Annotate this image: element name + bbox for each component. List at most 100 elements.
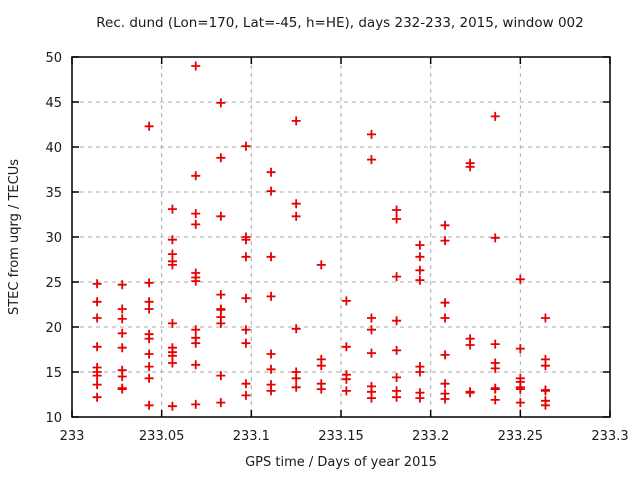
data-point-marker — [341, 386, 351, 396]
data-point-marker — [92, 371, 102, 381]
data-point-marker — [341, 296, 351, 306]
data-point-marker — [291, 116, 301, 126]
data-point-marker — [117, 328, 127, 338]
data-point-marker — [316, 361, 326, 371]
x-tick-label: 233 — [60, 429, 85, 444]
data-point-marker — [216, 153, 226, 163]
data-point-marker — [291, 382, 301, 392]
data-point-marker — [415, 275, 425, 285]
data-point-marker — [92, 342, 102, 352]
data-point-marker — [415, 393, 425, 403]
data-point-marker — [191, 219, 201, 229]
grid-lines — [72, 57, 610, 417]
y-tick-label: 25 — [45, 276, 62, 291]
data-point-marker — [540, 386, 550, 396]
data-point-marker — [144, 349, 154, 359]
x-tick-label: 233.2 — [412, 429, 449, 444]
data-point-marker — [415, 252, 425, 262]
data-point-marker — [241, 252, 251, 262]
data-point-marker — [440, 298, 450, 308]
x-tick-label: 233.05 — [139, 429, 185, 444]
data-point-marker — [216, 98, 226, 108]
data-point-marker — [216, 398, 226, 408]
data-point-marker — [366, 325, 376, 335]
data-point-marker — [216, 290, 226, 300]
data-point-marker — [241, 293, 251, 303]
data-point-marker — [191, 338, 201, 348]
data-point-marker — [167, 401, 177, 411]
data-point-marker — [540, 313, 550, 323]
data-point-marker — [241, 235, 251, 245]
data-point-marker — [291, 324, 301, 334]
data-point-marker — [167, 235, 177, 245]
data-point-marker — [144, 121, 154, 131]
data-point-marker — [241, 379, 251, 389]
data-point-marker — [191, 360, 201, 370]
data-point-marker — [540, 361, 550, 371]
data-point-marker — [144, 362, 154, 372]
data-point-marker — [366, 129, 376, 139]
plot-frame — [71, 56, 611, 418]
data-point-marker — [117, 343, 127, 353]
data-point-marker — [366, 155, 376, 165]
data-point-marker — [266, 252, 276, 262]
data-point-marker — [167, 358, 177, 368]
data-point-marker — [440, 350, 450, 360]
data-point-marker — [117, 280, 127, 290]
y-tick-label: 35 — [45, 186, 62, 201]
y-tick-label: 20 — [45, 321, 62, 336]
data-point-marker — [191, 61, 201, 71]
data-point-marker — [92, 297, 102, 307]
data-point-marker — [515, 344, 525, 354]
y-tick-label: 30 — [45, 231, 62, 246]
data-point-marker — [144, 278, 154, 288]
data-point-marker — [266, 364, 276, 374]
data-point-marker — [515, 384, 525, 394]
data-point-marker — [191, 399, 201, 409]
data-point-marker — [415, 265, 425, 275]
data-point-marker — [465, 162, 475, 172]
data-point-marker — [465, 340, 475, 350]
y-tick-label: 45 — [45, 96, 62, 111]
data-point-marker — [465, 388, 475, 398]
data-point-marker — [144, 373, 154, 383]
data-point-marker — [366, 348, 376, 358]
data-point-marker — [316, 260, 326, 270]
data-point-marker — [191, 171, 201, 181]
y-axis-label: STEC from uqrg / TECUs — [7, 159, 22, 315]
data-point-marker — [167, 318, 177, 328]
data-point-marker — [490, 111, 500, 121]
data-point-marker — [191, 276, 201, 286]
data-point-marker — [515, 274, 525, 284]
data-point-marker — [144, 334, 154, 344]
data-point-marker — [515, 398, 525, 408]
data-point-marker — [316, 384, 326, 394]
data-point-marker — [490, 384, 500, 394]
data-point-marker — [92, 392, 102, 402]
data-point-marker — [241, 325, 251, 335]
data-point-marker — [191, 209, 201, 219]
data-point-marker — [241, 390, 251, 400]
data-point-marker — [117, 372, 127, 381]
data-point-marker — [366, 393, 376, 403]
data-point-marker — [266, 167, 276, 177]
data-point-marker — [144, 304, 154, 314]
data-point-marker — [392, 205, 402, 215]
data-point-marker — [167, 204, 177, 214]
data-point-marker — [167, 260, 177, 270]
data-point-marker — [440, 313, 450, 323]
data-point-marker — [366, 313, 376, 323]
data-point-marker — [490, 395, 500, 405]
data-point-marker — [291, 211, 301, 221]
data-point-marker — [266, 386, 276, 396]
data-point-marker — [341, 342, 351, 352]
data-point-marker — [241, 141, 251, 151]
y-tick-label: 50 — [45, 51, 62, 66]
data-point-marker — [266, 349, 276, 359]
data-point-marker — [92, 279, 102, 289]
data-point-marker — [440, 379, 450, 389]
data-point-marker — [92, 313, 102, 323]
data-point-marker — [392, 372, 402, 382]
